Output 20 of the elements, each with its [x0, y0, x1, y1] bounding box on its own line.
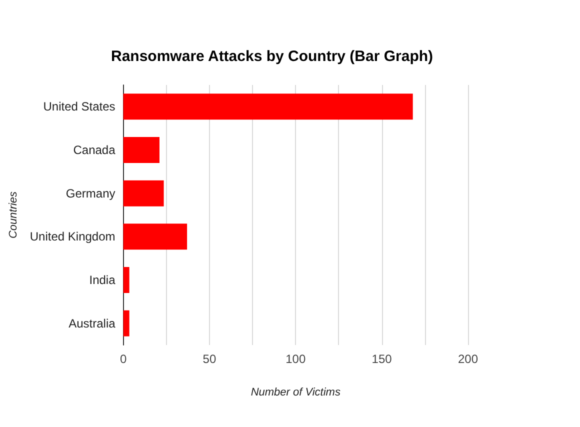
bar [123, 310, 130, 336]
x-tick-label: 100 [286, 352, 306, 366]
x-tick-label: 200 [458, 352, 478, 366]
bar [123, 94, 413, 120]
x-tick-label: 50 [202, 352, 216, 366]
y-tick-label: Germany [66, 186, 116, 200]
bar [123, 224, 188, 250]
y-tick-label: India [89, 273, 116, 287]
bar [123, 267, 130, 293]
x-axis-title: Number of Victims [250, 386, 341, 398]
chart-title: Ransomware Attacks by Country (Bar Graph) [111, 48, 434, 65]
y-axis-title: Countries [8, 190, 20, 239]
y-tick-label: United Kingdom [30, 230, 116, 244]
x-tick-label: 0 [120, 352, 127, 366]
x-tick-label: 150 [372, 352, 392, 366]
y-tick-label: Australia [68, 316, 116, 330]
y-tick-label: Canada [73, 143, 116, 157]
bar [123, 180, 164, 206]
y-tick-label: United States [43, 100, 116, 114]
bar [123, 137, 160, 163]
